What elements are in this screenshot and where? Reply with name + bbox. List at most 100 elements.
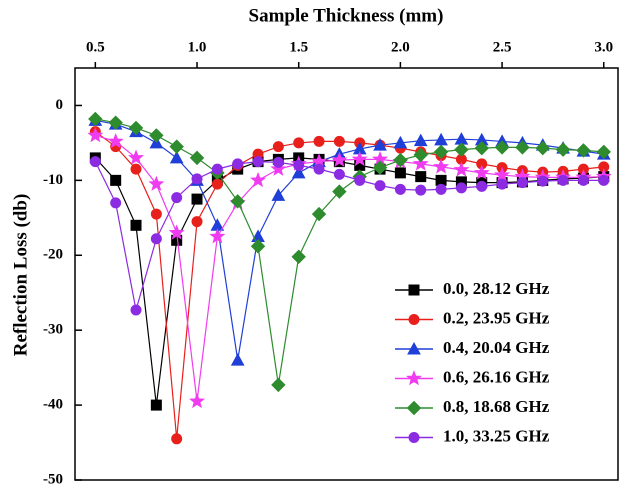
x-tick-label: 2.0 [391, 39, 410, 55]
marker [130, 304, 142, 316]
marker [110, 174, 122, 186]
x-tick-label: 0.5 [86, 39, 105, 55]
series [88, 113, 611, 366]
marker [413, 133, 428, 147]
marker [130, 219, 142, 231]
marker [372, 160, 388, 175]
legend-label: 0.8, 18.68 GHz [443, 397, 550, 416]
marker [291, 249, 306, 264]
marker [87, 127, 104, 143]
marker [577, 174, 589, 186]
marker [272, 141, 284, 153]
x-tick-label: 3.0 [594, 39, 613, 55]
marker [412, 155, 429, 171]
marker [88, 111, 103, 127]
y-tick-label: -50 [43, 471, 63, 487]
marker [108, 115, 123, 130]
legend-label: 0.2, 23.95 GHz [443, 308, 550, 327]
marker [148, 175, 165, 191]
legend-item: 0.4, 20.04 GHz [395, 338, 550, 357]
legend-item: 1.0, 33.25 GHz [395, 426, 550, 445]
marker [333, 168, 345, 180]
marker [150, 399, 162, 411]
marker [406, 400, 422, 416]
marker [535, 140, 550, 156]
marker [394, 167, 406, 179]
legend-label: 1.0, 33.25 GHz [443, 426, 550, 445]
marker [270, 160, 287, 176]
marker [354, 174, 366, 186]
legend-label: 0.4, 20.04 GHz [443, 338, 550, 357]
marker [596, 144, 611, 160]
marker [454, 142, 469, 157]
marker [408, 314, 420, 325]
marker [149, 128, 164, 143]
marker [453, 161, 470, 177]
marker [230, 353, 245, 366]
marker [128, 149, 144, 165]
y-tick-label: -40 [43, 397, 63, 413]
y-tick-label: -10 [43, 172, 63, 188]
marker [537, 175, 549, 187]
marker [351, 150, 368, 167]
marker [406, 370, 422, 386]
marker [272, 156, 284, 168]
legend-label: 0.6, 26.16 GHz [443, 367, 550, 386]
marker [171, 192, 183, 204]
marker [128, 120, 144, 136]
marker [433, 158, 450, 174]
marker [313, 135, 325, 147]
marker [332, 184, 347, 199]
marker [394, 183, 406, 195]
marker [89, 156, 101, 168]
marker [496, 178, 508, 190]
marker [555, 142, 571, 157]
marker [415, 171, 427, 183]
marker [232, 158, 244, 170]
marker [171, 433, 183, 445]
x-tick-label: 2.5 [493, 39, 512, 55]
marker [374, 180, 386, 192]
marker [311, 206, 327, 222]
marker [494, 166, 511, 182]
marker [393, 152, 408, 168]
marker [408, 432, 420, 443]
marker [169, 139, 184, 154]
series [89, 156, 610, 316]
marker [250, 239, 266, 254]
marker [150, 208, 162, 220]
marker [516, 177, 528, 189]
marker [476, 180, 488, 192]
marker [576, 143, 591, 158]
legend-label: 0.0, 28.12 GHz [443, 279, 550, 298]
marker [293, 159, 305, 171]
marker [250, 171, 267, 188]
marker [191, 193, 203, 205]
plot-frame [74, 67, 619, 481]
marker [373, 138, 387, 151]
marker [191, 173, 203, 185]
marker [211, 163, 223, 175]
legend-item: 0.2, 23.95 GHz [395, 308, 550, 327]
marker [150, 233, 162, 245]
legend-item: 0.0, 28.12 GHz [395, 279, 550, 298]
marker [271, 377, 286, 393]
marker [189, 392, 206, 409]
legend-item: 0.6, 26.16 GHz [395, 367, 550, 386]
marker [230, 194, 245, 209]
marker [435, 183, 447, 195]
marker [393, 135, 408, 149]
marker [515, 140, 530, 155]
marker [209, 228, 226, 244]
x-axis-title: Sample Thickness (mm) [249, 5, 444, 26]
marker [598, 174, 610, 186]
y-axis-title: Reflection Loss (db) [10, 194, 31, 357]
y-tick-label: -30 [43, 322, 63, 338]
marker [473, 164, 490, 180]
marker [130, 163, 142, 175]
marker [331, 151, 348, 167]
marker [408, 284, 420, 296]
marker [211, 178, 223, 190]
marker [168, 224, 185, 240]
